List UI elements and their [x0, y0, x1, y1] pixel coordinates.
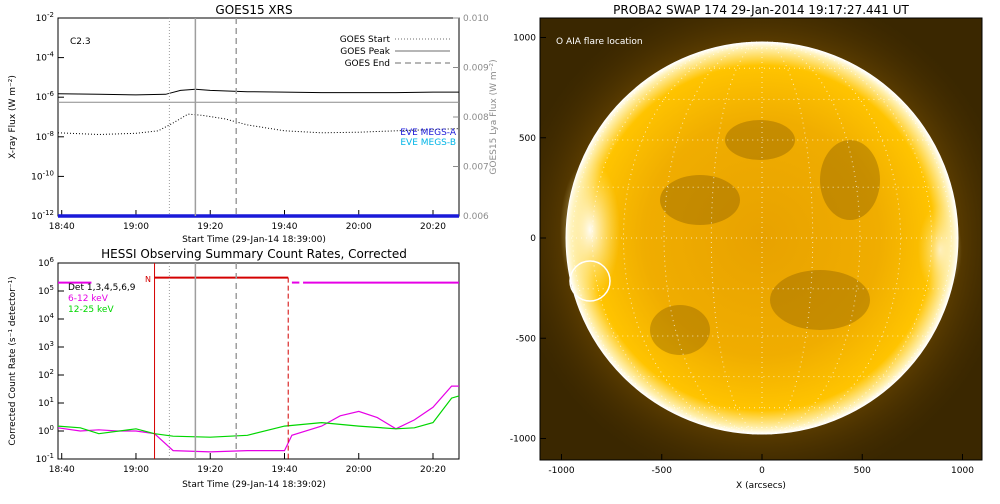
y2-tick-label: 0.009 [463, 64, 489, 74]
goes-y-label-right: GOES15 Lya Flux (W m⁻²) [489, 59, 499, 174]
hessi-state-bars [58, 278, 459, 283]
hessi-series [58, 386, 459, 452]
goes-y-axis-left: 10-2 10-4 10-6 10-8 10-10 10-12 [31, 11, 64, 222]
x-tick-label: 20:20 [420, 222, 446, 232]
flare-class-label: C2.3 [70, 37, 91, 47]
y2-tick-label: 0.008 [463, 113, 489, 123]
y2-tick-label: 0.006 [463, 212, 489, 222]
goes-x-axis: 18:40 19:00 19:20 19:40 20:00 20:20 [49, 210, 447, 232]
goes-xrs-panel: GOES15 XRS C2.3 10-210-410-610-810-1010-… [8, 3, 499, 245]
x-tick-label: 18:40 [49, 222, 75, 232]
hessi-y-label: Corrected Count Rate (s⁻¹ detector⁻¹) [8, 276, 18, 445]
goes-y-label-left: X-ray Flux (W m⁻²) [8, 75, 18, 159]
y-tick-label: 104 [38, 312, 54, 325]
goes-legend: GOES Start GOES Peak GOES End [340, 35, 450, 69]
x-tick-label: 19:00 [123, 465, 149, 475]
goes-title: GOES15 XRS [215, 3, 292, 17]
x-tick-label: 500 [854, 466, 871, 476]
y-tick-label: 10-2 [36, 11, 54, 24]
x-tick-label: 1000 [951, 466, 974, 476]
y-tick-label: 102 [38, 368, 54, 381]
x-tick-label: 19:40 [272, 465, 298, 475]
goes-y-axis-right: 0.010 0.009 0.008 0.007 0.006 [453, 14, 489, 222]
goes-series-line [58, 114, 459, 134]
goes-event-lines [169, 18, 236, 216]
y-tick-label: 10-8 [36, 130, 54, 143]
legend-label: GOES Peak [340, 47, 390, 57]
hessi-series-line [58, 386, 459, 452]
hessi-legend-label: 6-12 keV [68, 294, 109, 304]
y-tick-label: 10-4 [36, 51, 55, 64]
y-tick-label: 0 [530, 234, 536, 244]
goes-series [58, 89, 459, 216]
hessi-y-axis: 106 105 104 103 102 101 100 10-1 [36, 256, 64, 465]
aia-annotation: O AIA flare location [556, 37, 643, 47]
y-tick-label: 1000 [513, 34, 536, 44]
legend-label: GOES Start [340, 35, 391, 45]
y-tick-label: 10-12 [31, 209, 54, 222]
x-tick-label: -1000 [548, 466, 574, 476]
hessi-title: HESSI Observing Summary Count Rates, Cor… [101, 247, 407, 261]
hessi-x-label: Start Time (29-Jan-14 18:39:02) [182, 480, 326, 490]
x-tick-label: 20:20 [420, 465, 446, 475]
y-tick-label: 106 [38, 256, 54, 269]
goes-plot-frame [58, 18, 459, 216]
night-marker: N [145, 275, 151, 284]
goes-series-line [58, 89, 459, 95]
legend-label: GOES End [345, 59, 390, 69]
hessi-series-line [58, 396, 459, 437]
y2-tick-label: 0.007 [463, 163, 489, 173]
swap-title: PROBA2 SWAP 174 29-Jan-2014 19:17:27.441… [613, 3, 909, 17]
x-tick-label: 20:00 [346, 222, 372, 232]
x-tick-label: 18:40 [49, 465, 75, 475]
x-tick-label: 20:00 [346, 465, 372, 475]
y-tick-label: 500 [519, 134, 536, 144]
y-tick-label: -500 [516, 334, 537, 344]
goes-x-label: Start Time (29-Jan-14 18:39:00) [182, 235, 326, 245]
y-tick-label: -1000 [510, 435, 536, 445]
y-tick-label: 10-10 [31, 169, 54, 182]
hessi-x-axis: 18:40 19:00 19:20 19:40 20:00 20:20 [49, 453, 447, 475]
hessi-legend-label: Det 1,3,4,5,6,9 [68, 283, 136, 293]
x-tick-label: 19:20 [197, 222, 223, 232]
y2-tick-label: 0.010 [463, 14, 489, 24]
eve-legend-label: EVE MEGS-B [400, 138, 456, 148]
y-tick-label: 105 [38, 284, 54, 297]
solar-image: O AIA flare location [512, 0, 1000, 488]
x-tick-label: 19:00 [123, 222, 149, 232]
x-tick-label: 19:40 [272, 222, 298, 232]
y-tick-label: 10-6 [36, 90, 55, 103]
swap-x-label: X (arcsecs) [736, 481, 786, 491]
x-tick-label: 19:20 [197, 465, 223, 475]
y-tick-label: 10-1 [36, 452, 54, 465]
swap-image-panel: PROBA2 SWAP 174 29-Jan-2014 19:17:27.441… [510, 0, 1000, 491]
hessi-panel: HESSI Observing Summary Count Rates, Cor… [8, 247, 459, 490]
hessi-legend-label: 12-25 keV [68, 305, 114, 315]
x-tick-label: 0 [759, 466, 765, 476]
y-tick-label: 103 [38, 340, 54, 353]
y-tick-label: 100 [38, 424, 54, 437]
eve-legend-label: EVE MEGS-A [400, 128, 457, 138]
x-tick-label: -500 [652, 466, 673, 476]
y-tick-label: 101 [38, 396, 54, 409]
